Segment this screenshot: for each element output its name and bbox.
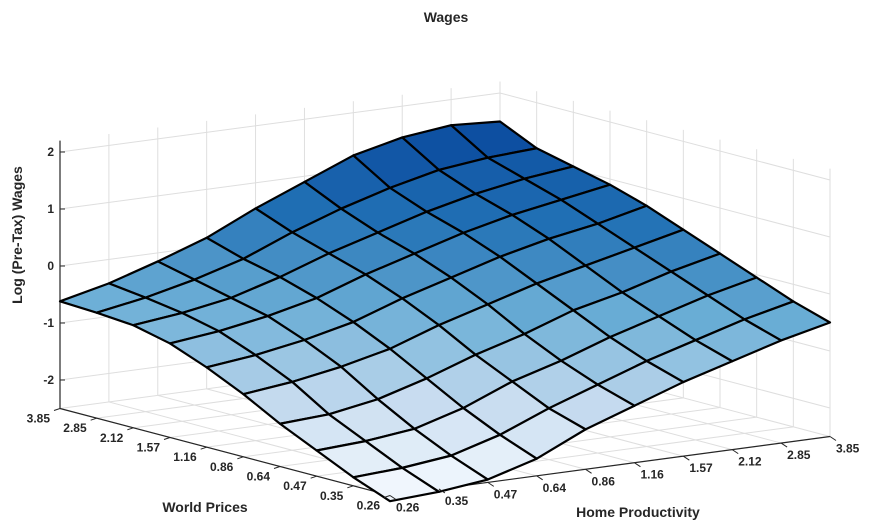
- world-prices-tick-mark: [237, 456, 244, 460]
- world-prices-tick-mark: [200, 446, 207, 450]
- world-prices-tick-label: 1.57: [137, 441, 161, 455]
- z-tick-label: -2: [43, 373, 54, 387]
- home-productivity-tick-label: 2.12: [738, 455, 762, 469]
- home-productivity-tick-label: 2.85: [787, 448, 811, 462]
- home-productivity-tick-label: 1.16: [640, 468, 664, 482]
- world-prices-tick-mark: [90, 417, 97, 421]
- world-prices-tick-label: 3.85: [27, 412, 51, 426]
- home-productivity-tick-mark: [536, 475, 543, 481]
- world-prices-tick-mark: [310, 475, 317, 479]
- home-productivity-tick-label: 0.64: [543, 481, 567, 495]
- home-productivity-tick-mark: [438, 488, 446, 494]
- world-prices-tick-mark: [383, 495, 391, 498]
- world-prices-tick-label: 0.64: [247, 470, 271, 484]
- tick-labels: 3.85 2.85 2.12 1.57 1.16 0.86 0.64 0.47 0.35 0.26…: [27, 145, 860, 515]
- home-productivity-tick-mark: [683, 455, 690, 461]
- world-prices-tick-mark: [273, 466, 281, 469]
- z-tick-label: 1: [47, 202, 54, 216]
- world-prices-tick-label: 0.47: [283, 479, 307, 493]
- z-tick-label: 2: [47, 145, 54, 159]
- home-productivity-tick-label: 0.86: [592, 474, 616, 488]
- home-productivity-tick-label: 1.57: [689, 461, 713, 475]
- wage-surface: [58, 120, 832, 503]
- world-prices-tick-mark: [53, 408, 61, 411]
- world-prices-tick-mark: [127, 427, 134, 431]
- world-prices-tick-label: 2.12: [100, 431, 124, 445]
- y-axis-title: Home Productivity: [576, 504, 700, 520]
- home-productivity-tick-label: 3.85: [836, 442, 860, 456]
- home-productivity-tick-label: 0.35: [445, 494, 469, 508]
- home-productivity-tick-mark: [585, 468, 592, 474]
- home-productivity-tick-label: 0.47: [494, 487, 518, 501]
- world-prices-tick-mark: [163, 437, 171, 440]
- world-prices-tick-mark: [347, 485, 354, 489]
- world-prices-tick-label: 0.26: [357, 499, 381, 513]
- world-prices-axis: [59, 407, 391, 497]
- home-productivity-tick-mark: [731, 449, 739, 455]
- chart-title: Wages: [424, 9, 469, 25]
- world-prices-tick-label: 0.35: [320, 489, 344, 503]
- world-prices-tick-label: 2.85: [63, 421, 87, 435]
- x-axis-title: World Prices: [162, 499, 248, 515]
- home-productivity-tick-mark: [389, 495, 397, 500]
- world-prices-tick-label: 1.16: [173, 450, 197, 464]
- z-tick-label: -1: [43, 316, 54, 330]
- home-productivity-tick-mark: [487, 481, 495, 487]
- home-productivity-tick-label: 0.26: [396, 501, 420, 515]
- home-productivity-tick-mark: [634, 462, 641, 468]
- grid-line: [59, 92, 831, 181]
- z-tick-label: 0: [47, 259, 54, 273]
- z-axis-title: Log (Pre-Tax) Wages: [9, 166, 25, 304]
- world-prices-tick-label: 0.86: [210, 460, 234, 474]
- surface-patch: [352, 466, 440, 503]
- home-productivity-tick-mark: [829, 436, 837, 441]
- home-productivity-tick-mark: [780, 442, 788, 448]
